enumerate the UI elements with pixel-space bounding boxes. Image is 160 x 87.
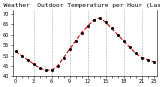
Title: Milwaukee Weather  Outdoor Temperature per Hour (Last 24 Hours): Milwaukee Weather Outdoor Temperature pe… [0, 3, 160, 8]
